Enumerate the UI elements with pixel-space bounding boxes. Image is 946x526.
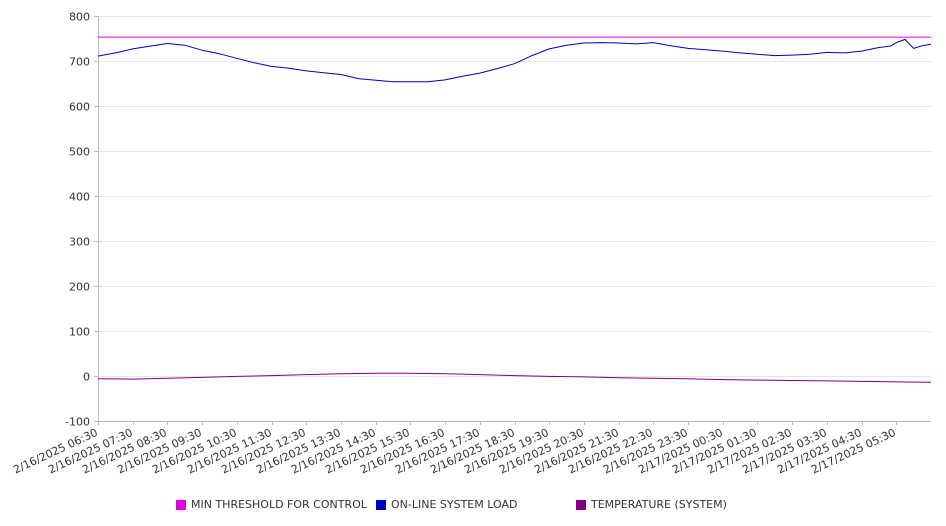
legend-item-temperature: TEMPERATURE (SYSTEM): [576, 498, 727, 511]
y-tick-labels: 800 700 600 500 400 300 200 100 0 -100: [65, 11, 90, 429]
legend-swatch-temperature: [576, 499, 586, 510]
system-load-line: [97, 38, 932, 83]
y-tick-label: 300: [69, 236, 90, 249]
y-tick-label: 100: [69, 326, 90, 339]
y-tick-label: 400: [69, 191, 90, 204]
temperature-line: [97, 372, 932, 383]
grid-lines: [98, 16, 931, 377]
y-tick-label: 600: [69, 101, 90, 114]
y-tick-label: 700: [69, 56, 90, 69]
y-tick-label: 500: [69, 146, 90, 159]
legend-item-system-load: ON-LINE SYSTEM LOAD: [376, 498, 517, 511]
series-lines: [97, 36, 932, 383]
legend-item-min-threshold: MIN THRESHOLD FOR CONTROL: [176, 498, 367, 511]
y-tick-label: 800: [69, 11, 90, 24]
y-tick-label: 200: [69, 281, 90, 294]
legend-label-temperature: TEMPERATURE (SYSTEM): [591, 498, 727, 511]
legend-swatch-min-threshold: [176, 499, 186, 510]
x-tick-labels: 2/16/2025 06:302/16/2025 07:302/16/2025 …: [11, 426, 898, 476]
legend: MIN THRESHOLD FOR CONTROL ON-LINE SYSTEM…: [0, 498, 946, 514]
legend-label-system-load: ON-LINE SYSTEM LOAD: [391, 498, 518, 511]
axes: [94, 16, 931, 425]
legend-swatch-system-load: [376, 499, 386, 510]
y-tick-label: 0: [83, 371, 90, 384]
legend-label-min-threshold: MIN THRESHOLD FOR CONTROL: [191, 498, 367, 511]
y-tick-label: -100: [65, 416, 90, 429]
